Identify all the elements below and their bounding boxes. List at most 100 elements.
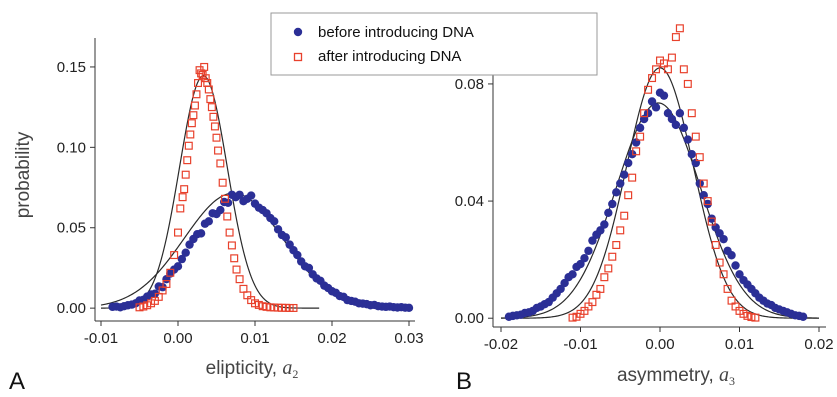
panel-b-fit-curves xyxy=(500,67,820,319)
panel-b-point-after xyxy=(679,65,688,74)
panel-b-point-after xyxy=(751,313,760,322)
panel-b-point-after xyxy=(632,147,641,156)
panel-b-point-after xyxy=(691,132,700,141)
panel-a-point-before xyxy=(173,262,183,271)
legend: before introducing DNA after introducing… xyxy=(270,12,598,76)
panel-b-data-points xyxy=(504,24,808,322)
panel-a-point-after xyxy=(192,90,201,99)
panel-a-point-after xyxy=(225,228,234,237)
panel-b-point-after xyxy=(663,65,672,74)
panel-b-point-after xyxy=(687,109,696,118)
panel-b-letter: B xyxy=(456,368,472,395)
panel-a-fit-curves xyxy=(100,75,410,309)
panel-b-point-before xyxy=(683,135,693,144)
panel-b-x-tick-label: 0.00 xyxy=(645,336,674,353)
panel-a-point-after xyxy=(194,79,203,88)
panel-b-fit-line-after xyxy=(501,67,819,319)
panel-b-point-before xyxy=(635,123,645,133)
panel-a-point-after xyxy=(201,74,210,83)
panel-a-x-tick-label: 0.01 xyxy=(240,330,269,347)
panel-b-point-after xyxy=(624,191,633,200)
panel-a-y-tick-label: 0.05 xyxy=(57,220,86,237)
panel-b-point-after xyxy=(675,24,684,33)
panel-b-point-before xyxy=(679,123,689,133)
panel-b-point-after xyxy=(600,273,609,282)
panel-b-y-tick-label: 0.04 xyxy=(455,193,484,210)
panel-b-point-after xyxy=(636,132,645,141)
panel-b-point-after xyxy=(719,270,728,279)
panel-b-point-after xyxy=(707,217,716,226)
panel-a-point-after xyxy=(289,303,298,312)
panel-a-x-tick-label: 0.03 xyxy=(394,330,423,347)
panel-b-point-after xyxy=(640,109,649,118)
panel-a-point-after xyxy=(204,85,213,94)
panel-a-point-after xyxy=(230,254,239,263)
panel-a-y-tick-label: 0.10 xyxy=(57,139,86,156)
panel-b-point-after xyxy=(723,284,732,293)
panel-b-x-tick-label: 0.02 xyxy=(804,336,833,353)
panel-a-letter: A xyxy=(9,368,25,395)
panel-b-point-before xyxy=(616,179,625,188)
panel-a-data-points xyxy=(108,62,414,313)
panel-b-point-after xyxy=(644,85,653,94)
panel-b-point-after xyxy=(703,197,712,206)
panel-a-point-after xyxy=(180,185,189,194)
panel-a-y-axis-title: probability xyxy=(13,131,34,218)
panel-a-point-before xyxy=(281,233,290,242)
panel-b-point-before xyxy=(620,170,629,179)
panel-a-y-tick-label: 0.15 xyxy=(57,59,86,76)
panel-a-point-after xyxy=(235,275,244,284)
legend-label-before: before introducing DNA xyxy=(318,24,474,41)
panel-b-point-before xyxy=(731,261,740,270)
panel-a-point-after xyxy=(184,141,193,150)
panel-a-point-after xyxy=(212,133,221,142)
panel-b-point-before xyxy=(659,91,669,100)
panel-b-x-tick-label: -0.01 xyxy=(563,336,597,353)
panel-a-point-before xyxy=(223,198,233,208)
panel-b: -0.02 -0.01 0.00 0.01 0.02 0.00 0.04 0.08 asymm… xyxy=(455,24,834,395)
panel-b-point-before xyxy=(727,251,736,260)
panel-a-point-before xyxy=(304,263,314,273)
panel-a-point-after xyxy=(176,204,185,213)
panel-a-x-tick-label: -0.01 xyxy=(84,330,118,347)
panel-a-point-after xyxy=(162,280,171,289)
panel-a-point-before xyxy=(246,191,256,200)
panel-b-point-after xyxy=(612,241,621,250)
panel-b-point-after xyxy=(652,65,661,74)
panel-a-point-after xyxy=(220,194,229,203)
panel-a-point-before xyxy=(196,229,206,238)
panel-b-point-before xyxy=(651,103,661,112)
panel-b-point-before xyxy=(798,312,808,321)
panel-a-point-before xyxy=(404,303,414,313)
panel-a-point-before xyxy=(270,217,279,226)
panel-b-point-after xyxy=(620,211,629,220)
panel-a-point-before xyxy=(293,250,302,260)
panel-a-point-after xyxy=(183,156,192,165)
panel-a-point-after xyxy=(214,146,223,155)
panel-a-y-tick-label: 0.00 xyxy=(57,300,86,317)
panel-b-point-before xyxy=(687,150,696,159)
panel-b-y-tick-label: 0.00 xyxy=(455,310,484,327)
panel-b-ticks: -0.02 -0.01 0.00 0.01 0.02 0.00 0.04 0.08 xyxy=(455,76,834,353)
panel-b-point-after xyxy=(648,74,657,83)
panel-b-point-before xyxy=(568,270,577,279)
panel-a-point-after xyxy=(174,228,183,237)
panel-b-point-after xyxy=(667,53,676,62)
panel-b-point-after xyxy=(671,33,680,42)
panel-b-point-after xyxy=(695,153,704,162)
panel-a-point-before xyxy=(216,205,225,215)
panel-b-point-before xyxy=(600,220,609,229)
panel-a-point-before xyxy=(235,190,244,199)
panel-b-point-before xyxy=(608,199,617,209)
panel-b-point-before xyxy=(675,109,685,118)
legend-marker-before xyxy=(293,27,303,37)
panel-a-point-after xyxy=(178,193,187,202)
legend-label-after: after introducing DNA xyxy=(318,48,461,65)
panel-a-x-tick-label: 0.02 xyxy=(317,330,346,347)
panel-b-point-before xyxy=(719,234,728,244)
panel-a-x-tick-label: 0.00 xyxy=(163,330,192,347)
panel-b-point-before xyxy=(580,253,589,263)
panel-a-fit-line-before xyxy=(100,192,410,309)
panel-b-point-before xyxy=(624,158,633,168)
panel-a: -0.01 0.00 0.01 0.02 0.03 0.00 0.05 0.10 0.15 pr… xyxy=(9,38,424,395)
